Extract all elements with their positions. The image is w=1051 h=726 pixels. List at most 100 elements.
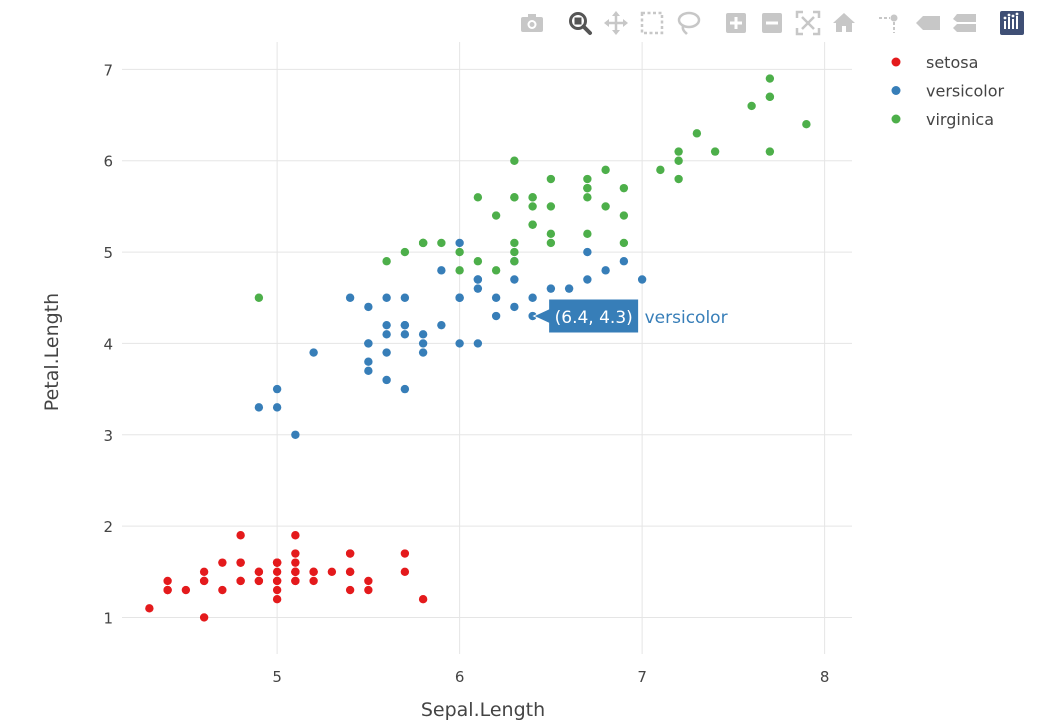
zoom-icon[interactable] bbox=[569, 12, 592, 35]
data-point[interactable] bbox=[345, 567, 355, 576]
legend-item-versicolor[interactable]: versicolor bbox=[891, 82, 1005, 101]
data-point[interactable] bbox=[473, 284, 483, 293]
data-point[interactable] bbox=[345, 549, 355, 558]
zoom-in-icon[interactable] bbox=[726, 13, 746, 33]
data-point[interactable] bbox=[528, 220, 537, 229]
zoom-out-icon[interactable] bbox=[762, 13, 782, 33]
data-point[interactable] bbox=[364, 302, 373, 312]
hover-closest-icon[interactable] bbox=[916, 16, 940, 30]
data-point[interactable] bbox=[291, 430, 300, 439]
data-point[interactable] bbox=[272, 384, 282, 394]
data-point[interactable] bbox=[510, 156, 519, 165]
spike-lines-icon[interactable] bbox=[879, 14, 898, 34]
data-point[interactable] bbox=[601, 202, 610, 211]
data-point[interactable] bbox=[272, 594, 282, 604]
data-point[interactable] bbox=[674, 174, 683, 184]
data-point[interactable] bbox=[656, 165, 665, 175]
data-point[interactable] bbox=[455, 238, 464, 248]
data-point[interactable] bbox=[291, 549, 300, 558]
data-point[interactable] bbox=[802, 120, 811, 129]
data-point[interactable] bbox=[382, 348, 391, 357]
data-point[interactable] bbox=[473, 339, 483, 348]
data-point[interactable] bbox=[309, 567, 318, 576]
data-point[interactable] bbox=[418, 348, 428, 357]
data-point[interactable] bbox=[601, 266, 610, 275]
data-point[interactable] bbox=[199, 576, 209, 586]
data-point[interactable] bbox=[291, 558, 300, 567]
data-point[interactable] bbox=[272, 558, 282, 567]
data-point[interactable] bbox=[400, 247, 410, 257]
autoscale-icon[interactable] bbox=[795, 10, 821, 36]
data-point[interactable] bbox=[473, 257, 483, 266]
data-point[interactable] bbox=[145, 604, 154, 613]
data-point[interactable] bbox=[455, 266, 464, 275]
data-point[interactable] bbox=[437, 266, 446, 275]
data-point[interactable] bbox=[345, 585, 355, 595]
data-point[interactable] bbox=[272, 403, 282, 412]
data-point[interactable] bbox=[418, 339, 428, 348]
data-point[interactable] bbox=[400, 549, 410, 558]
data-point[interactable] bbox=[418, 330, 428, 339]
box-select-icon[interactable] bbox=[640, 11, 664, 35]
data-point[interactable] bbox=[583, 275, 592, 284]
data-point[interactable] bbox=[291, 567, 300, 576]
data-point[interactable] bbox=[491, 293, 501, 302]
data-point[interactable] bbox=[765, 147, 775, 156]
data-point[interactable] bbox=[199, 613, 209, 622]
data-point[interactable] bbox=[528, 202, 537, 211]
data-point[interactable] bbox=[546, 238, 556, 248]
data-point[interactable] bbox=[546, 174, 556, 184]
data-point[interactable] bbox=[765, 92, 775, 102]
data-point[interactable] bbox=[364, 357, 373, 366]
data-point[interactable] bbox=[309, 576, 318, 586]
data-point[interactable] bbox=[510, 257, 519, 266]
data-point[interactable] bbox=[272, 567, 282, 576]
data-point[interactable] bbox=[364, 339, 373, 348]
data-point[interactable] bbox=[510, 302, 519, 312]
data-point[interactable] bbox=[291, 531, 300, 540]
data-point[interactable] bbox=[199, 567, 209, 576]
data-point[interactable] bbox=[491, 266, 501, 275]
data-point[interactable] bbox=[510, 238, 519, 248]
data-point[interactable] bbox=[254, 567, 264, 576]
data-point[interactable] bbox=[619, 211, 629, 220]
data-point[interactable] bbox=[272, 585, 282, 595]
data-point[interactable] bbox=[400, 384, 410, 394]
data-point[interactable] bbox=[254, 403, 264, 412]
data-point[interactable] bbox=[382, 320, 391, 330]
data-point[interactable] bbox=[583, 183, 592, 193]
data-point[interactable] bbox=[601, 165, 610, 175]
data-point[interactable] bbox=[382, 293, 391, 302]
legend-item-setosa[interactable]: setosa bbox=[891, 53, 979, 72]
data-point[interactable] bbox=[637, 275, 647, 284]
data-point[interactable] bbox=[455, 293, 464, 302]
data-point[interactable] bbox=[364, 576, 373, 586]
data-point[interactable] bbox=[546, 202, 556, 211]
data-point[interactable] bbox=[163, 576, 172, 586]
data-point[interactable] bbox=[382, 330, 391, 339]
data-point[interactable] bbox=[400, 330, 410, 339]
data-point[interactable] bbox=[491, 211, 501, 220]
data-point[interactable] bbox=[747, 101, 756, 111]
data-point[interactable] bbox=[400, 320, 410, 330]
data-point[interactable] bbox=[181, 585, 191, 595]
data-point[interactable] bbox=[473, 193, 483, 202]
data-point[interactable] bbox=[455, 339, 464, 348]
data-point[interactable] bbox=[765, 74, 775, 83]
data-point[interactable] bbox=[583, 193, 592, 202]
data-point[interactable] bbox=[546, 229, 556, 239]
data-point[interactable] bbox=[418, 594, 428, 604]
data-point[interactable] bbox=[364, 366, 373, 376]
data-point[interactable] bbox=[619, 183, 629, 193]
data-point[interactable] bbox=[437, 320, 446, 330]
plotly-logo-icon[interactable] bbox=[1000, 11, 1024, 35]
data-point[interactable] bbox=[254, 293, 264, 302]
data-point[interactable] bbox=[583, 174, 592, 184]
data-point[interactable] bbox=[218, 558, 227, 567]
data-point[interactable] bbox=[236, 576, 245, 586]
data-point[interactable] bbox=[236, 531, 245, 540]
data-point[interactable] bbox=[528, 293, 537, 302]
data-point[interactable] bbox=[510, 247, 519, 257]
data-point[interactable] bbox=[364, 585, 373, 595]
hover-compare-icon[interactable] bbox=[953, 14, 976, 32]
